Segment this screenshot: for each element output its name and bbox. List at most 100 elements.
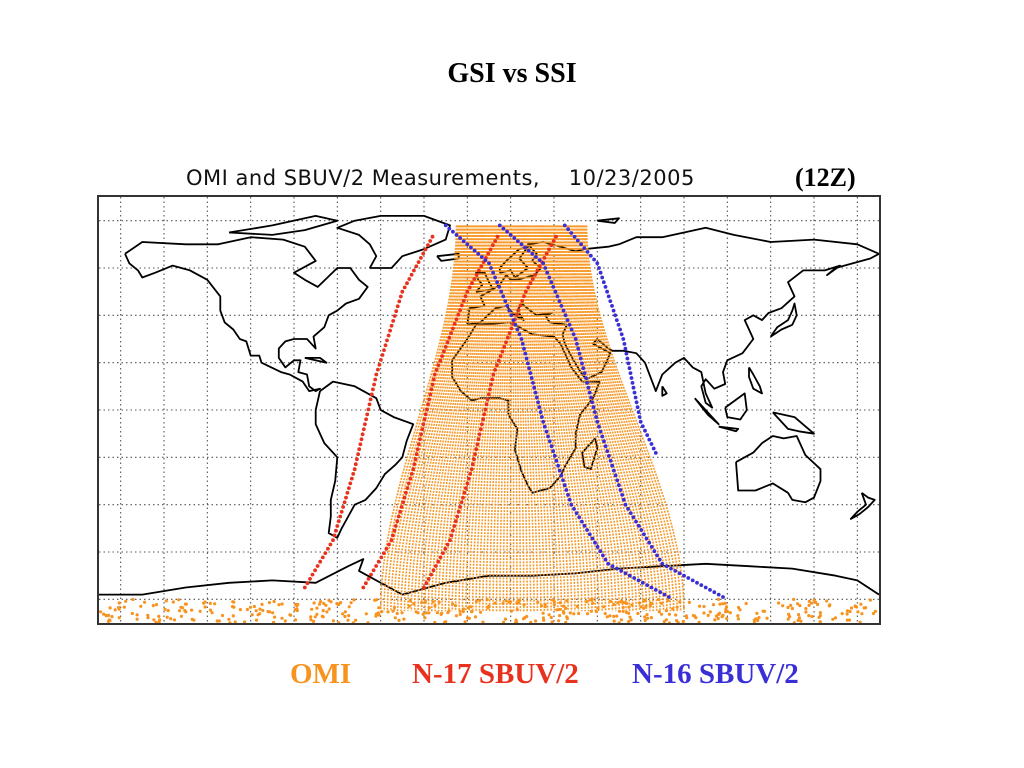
- n17-track-point: [419, 256, 423, 260]
- omi-point: [463, 620, 467, 623]
- n16-track-point: [567, 322, 572, 327]
- omi-point: [397, 618, 401, 622]
- omi-point: [231, 614, 235, 618]
- omi-point: [818, 611, 823, 615]
- omi-point: [594, 610, 599, 614]
- n17-track-point: [394, 309, 399, 314]
- n17-track-point: [438, 358, 443, 363]
- omi-point: [374, 614, 378, 618]
- omi-track: [517, 225, 525, 612]
- omi-point: [443, 620, 447, 623]
- omi-point: [630, 603, 634, 607]
- omi-point: [648, 604, 652, 608]
- n17-track-point: [419, 432, 423, 437]
- n17-track-point: [475, 442, 480, 447]
- omi-point: [676, 620, 680, 623]
- n17-track-point: [416, 260, 421, 264]
- omi-point: [713, 618, 717, 622]
- n16-track-point: [632, 576, 637, 580]
- n17-track-point: [395, 304, 400, 309]
- omi-point: [637, 601, 641, 605]
- omi-track: [585, 225, 685, 612]
- omi-point: [346, 618, 350, 622]
- omi-point: [260, 602, 264, 606]
- n17-track-point: [308, 577, 312, 581]
- omi-point: [660, 601, 664, 605]
- n17-track-point: [398, 509, 403, 514]
- omi-track: [557, 225, 620, 612]
- omi-point: [804, 610, 808, 614]
- omi-point: [352, 598, 356, 602]
- n16-track-point: [576, 346, 581, 351]
- n16-track-point: [660, 561, 665, 566]
- n17-track-point: [361, 427, 366, 432]
- omi-track: [560, 225, 627, 612]
- n16-track-point: [647, 437, 652, 442]
- omi-point: [585, 600, 589, 604]
- n16-track-point: [575, 342, 579, 346]
- omi-track: [454, 225, 490, 612]
- omi-point: [525, 614, 529, 619]
- n17-tracks: [302, 234, 558, 590]
- n16-track-point: [526, 361, 530, 366]
- omi-point: [646, 616, 650, 620]
- n16-track-point: [547, 275, 552, 280]
- n17-track-point: [383, 343, 388, 348]
- n16-track-point: [669, 566, 673, 571]
- omi-point: [169, 617, 173, 621]
- n16-track-point: [690, 578, 695, 583]
- n17-track-point: [447, 335, 452, 340]
- omi-track: [465, 225, 494, 612]
- n16-track-point: [538, 410, 543, 414]
- n16-track-point: [461, 239, 466, 244]
- n16-track-point: [465, 242, 470, 247]
- n17-track-point: [426, 243, 430, 248]
- n17-track-point: [347, 486, 351, 490]
- n16-track-point: [519, 242, 524, 247]
- omi-point: [657, 610, 661, 614]
- coastline: [724, 392, 748, 421]
- n17-track-point: [443, 546, 448, 551]
- n17-track-point: [427, 397, 431, 402]
- omi-point: [848, 609, 852, 614]
- omi-track: [578, 225, 668, 612]
- n16-track-point: [613, 473, 618, 478]
- omi-track: [566, 225, 641, 612]
- n16-track-point: [592, 257, 596, 262]
- omi-point: [588, 598, 592, 602]
- n16-track-point: [628, 511, 633, 515]
- n16-track-point: [582, 371, 587, 375]
- n16-track-point: [634, 400, 639, 405]
- omi-point: [392, 605, 397, 610]
- omi-track: [393, 225, 464, 612]
- n17-track-point: [402, 495, 407, 500]
- omi-point: [550, 620, 554, 623]
- n16-track-point: [618, 488, 623, 492]
- n16-track-point: [624, 351, 629, 356]
- omi-point: [231, 600, 235, 604]
- omi-point: [807, 603, 811, 607]
- n16-track-point: [530, 251, 535, 256]
- coastline: [661, 385, 668, 397]
- omi-point: [391, 609, 395, 613]
- omi-track: [581, 225, 675, 612]
- n17-track-point: [335, 524, 340, 528]
- omi-track: [431, 225, 480, 612]
- omi-track: [559, 225, 624, 612]
- n16-track-point: [606, 561, 611, 566]
- n16-track-point: [594, 415, 598, 419]
- omi-point: [621, 605, 625, 610]
- n17-track-point: [320, 555, 325, 560]
- n17-track-point: [357, 447, 362, 452]
- omi-point: [636, 611, 640, 616]
- n16-track-point: [629, 376, 634, 380]
- n17-track-point: [429, 387, 434, 392]
- n17-track-point: [359, 437, 364, 442]
- n17-track-point: [514, 312, 519, 317]
- n16-track-point: [493, 275, 497, 280]
- omi-track: [576, 225, 665, 612]
- omi-point: [283, 619, 287, 623]
- omi-track: [506, 225, 512, 612]
- n16-track-point: [533, 390, 538, 395]
- omi-point: [267, 601, 271, 605]
